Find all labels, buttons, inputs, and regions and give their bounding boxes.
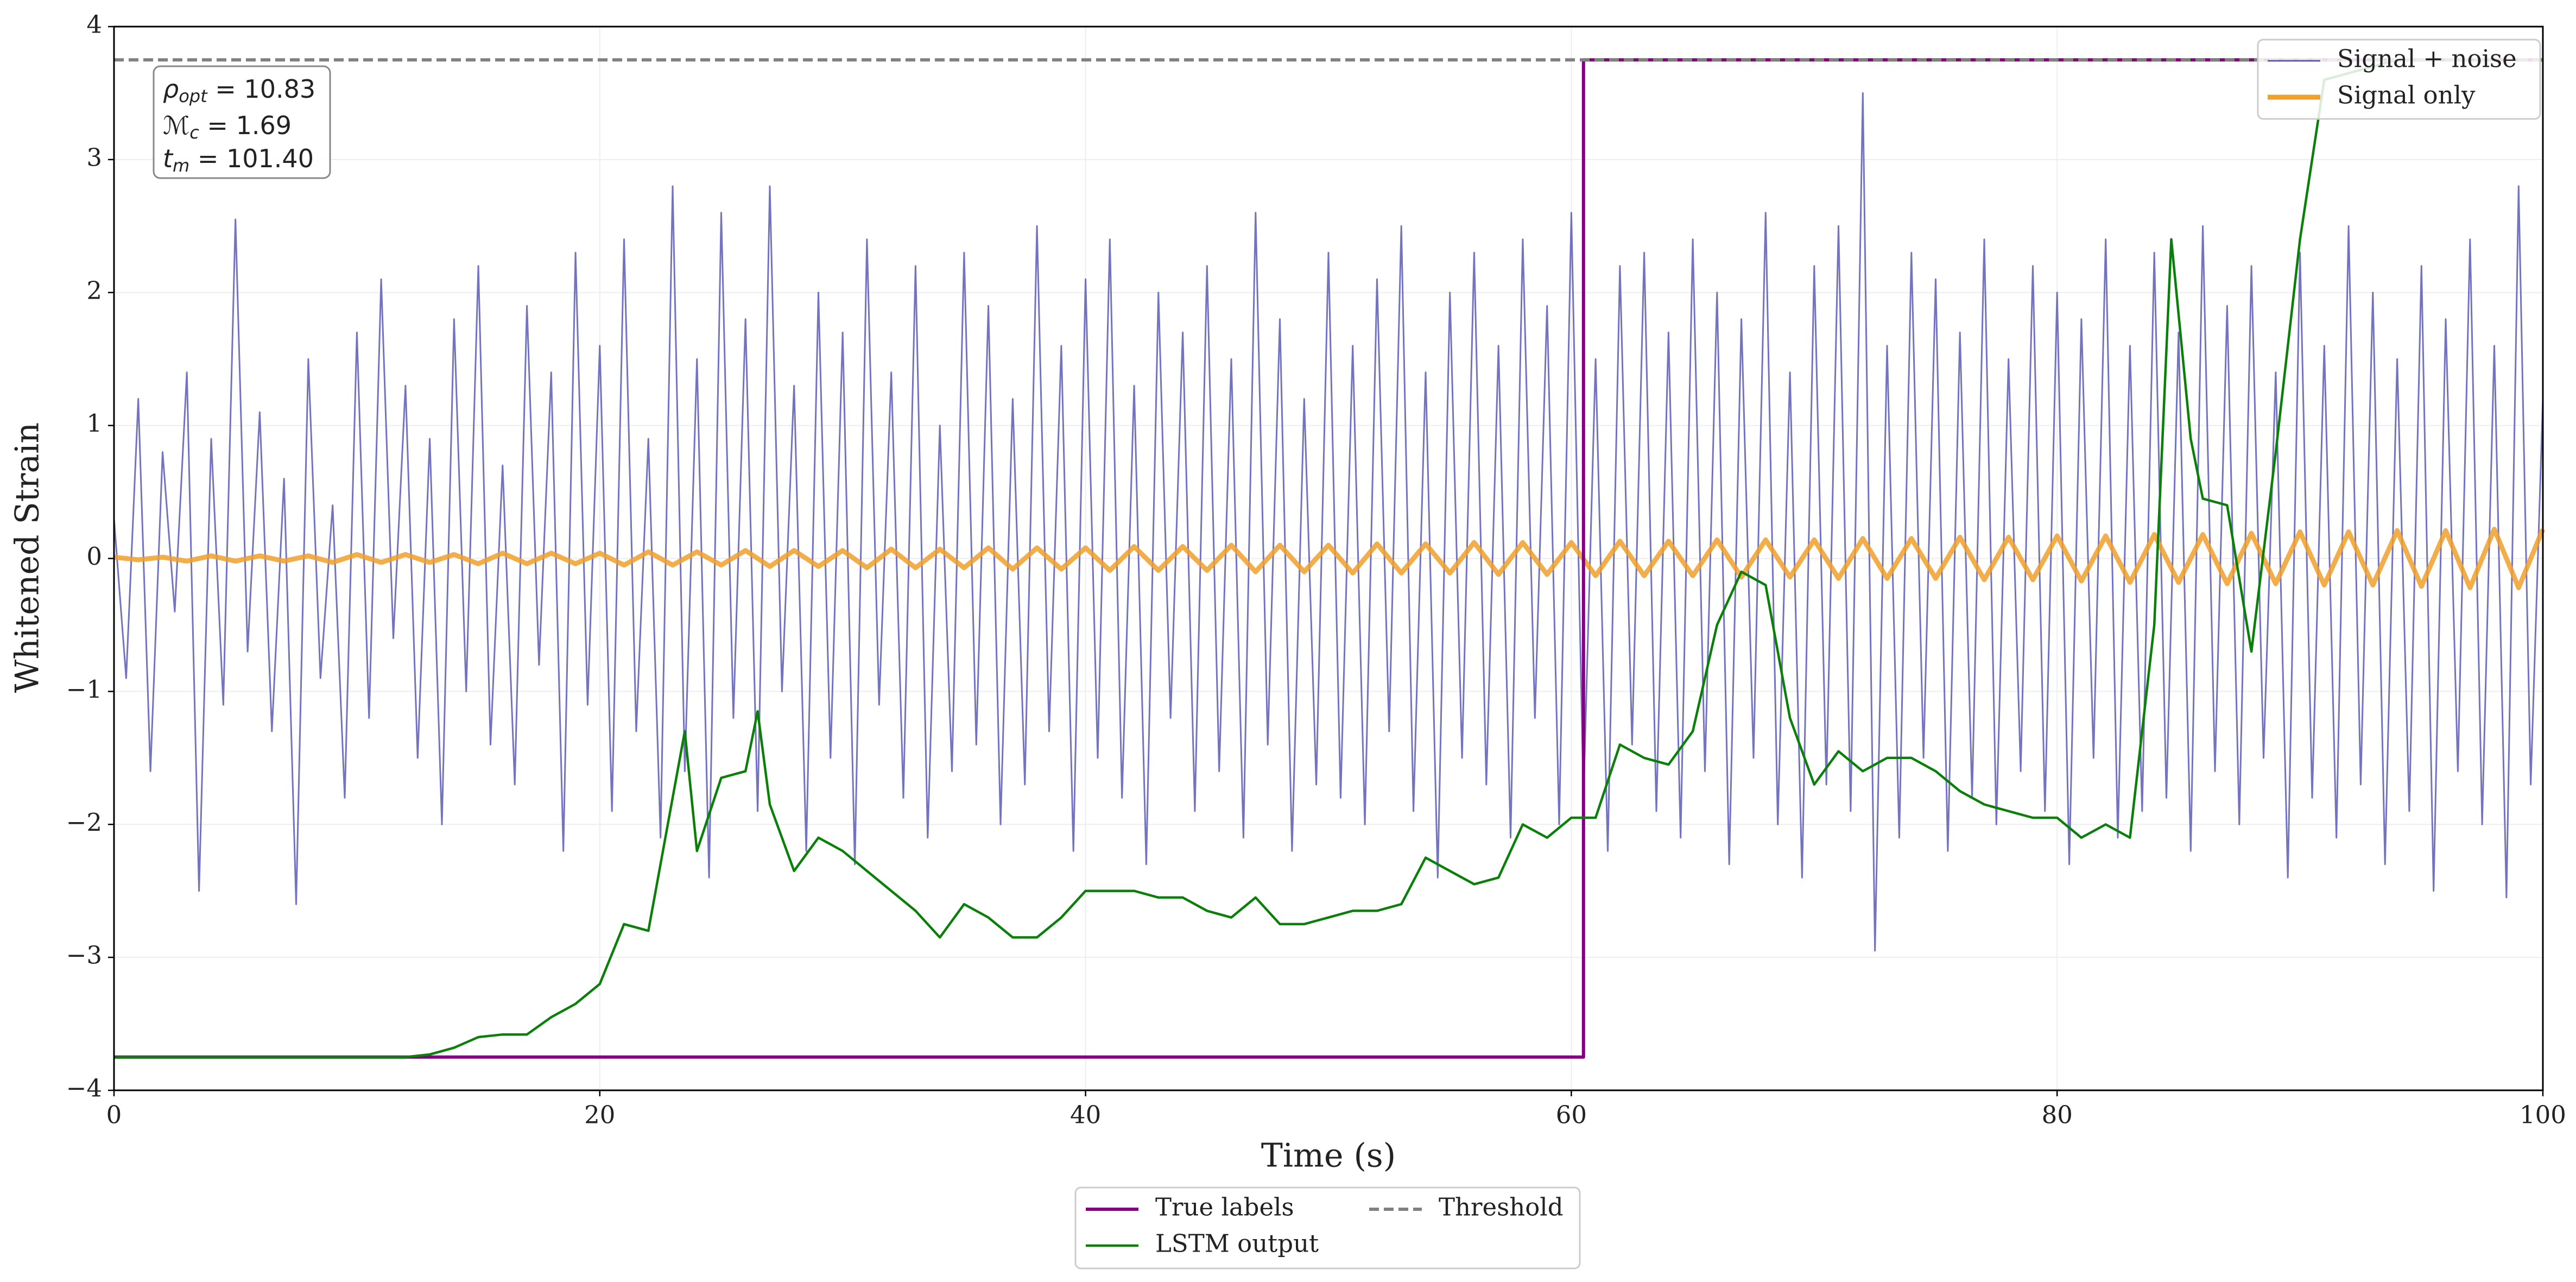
- y-tick-label: 3: [86, 143, 102, 172]
- symbol: ℳ: [163, 111, 189, 140]
- series-line: [114, 58, 2422, 1059]
- annotation-text: tm = 101.40: [163, 144, 314, 176]
- y-tick-label: −1: [66, 675, 102, 704]
- symbol: ρ: [163, 74, 179, 104]
- x-tick-label: 100: [2520, 1101, 2566, 1129]
- legend-box: [1074, 1186, 1581, 1270]
- y-tick-label: 2: [86, 276, 102, 305]
- value: = 1.69: [199, 111, 292, 140]
- subscript: opt: [179, 86, 208, 106]
- y-tick-label: 1: [86, 409, 102, 438]
- series-line: [113, 92, 2544, 952]
- y-tick-label: 0: [86, 542, 102, 571]
- series-line: [113, 527, 2546, 590]
- legend-box: [2257, 39, 2541, 120]
- ticks: 0 20 40 60 80 100 −4 −3 −2 −1 0 1 2 3 4: [66, 10, 2566, 1129]
- value: = 101.40: [189, 144, 314, 173]
- annotation-text: ℳc = 1.69: [163, 111, 292, 143]
- y-tick-label: −4: [66, 1074, 102, 1103]
- legend-label: True labels: [1155, 1193, 1294, 1222]
- y-tick-label: 4: [86, 10, 102, 39]
- x-tick-label: 80: [2042, 1101, 2073, 1129]
- x-tick-label: 40: [1070, 1101, 1101, 1129]
- value: = 10.83: [207, 74, 315, 104]
- legend-label: LSTM output: [1155, 1229, 1319, 1258]
- subscript: m: [173, 155, 189, 176]
- y-tick-label: −3: [66, 941, 102, 970]
- series-line: [114, 58, 2543, 1059]
- x-tick-label: 20: [584, 1101, 615, 1129]
- subscript: c: [189, 122, 199, 143]
- x-tick-label: 60: [1556, 1101, 1587, 1129]
- x-axis-label: Time (s): [1261, 1137, 1396, 1175]
- plot-area: [113, 58, 2546, 1059]
- x-tick-label: 0: [106, 1101, 122, 1129]
- legend: True labels LSTM output Threshold: [1074, 1186, 1581, 1270]
- legend-label: Threshold: [1439, 1193, 1564, 1222]
- annotation-text: ρopt = 10.83: [163, 74, 315, 107]
- annotation-box: [153, 65, 331, 179]
- y-axis-label: Whitened Strain: [9, 422, 47, 693]
- legend: Signal + noise Signal only: [2257, 39, 2541, 120]
- legend-label: Signal only: [2337, 81, 2476, 110]
- y-tick-label: −2: [66, 808, 102, 837]
- legend-label: Signal + noise: [2337, 45, 2517, 73]
- symbol: t: [163, 144, 174, 173]
